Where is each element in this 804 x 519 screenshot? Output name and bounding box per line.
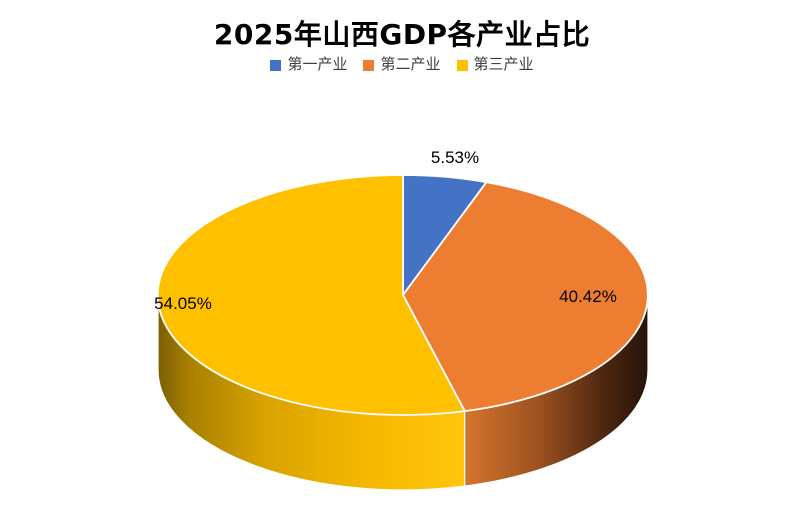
legend-label: 第一产业 (287, 57, 348, 73)
chart-title: 2025年山西GDP各产业占比 (213, 18, 591, 51)
data-label-tertiary-industry: 54.05% (154, 294, 212, 313)
legend-item-primary-industry: 第一产业 (270, 58, 347, 73)
legend-color-swatch (456, 60, 468, 71)
legend-color-swatch (363, 60, 375, 71)
legend-swatch-icon (270, 60, 282, 71)
pie-slice-tertiary-industry (156, 174, 466, 416)
chart-legend: 第一产业 第二产业 第三产业 (0, 58, 804, 73)
legend-swatch-icon (456, 60, 468, 71)
legend-color-swatch (270, 60, 282, 71)
data-label-primary-industry: 5.53% (431, 148, 479, 167)
legend-label: 第二产业 (380, 57, 441, 73)
legend-item-tertiary-industry: 第三产业 (456, 57, 534, 73)
legend-label: 第三产业 (473, 57, 534, 73)
legend-swatch-icon (363, 60, 375, 71)
legend-item-secondary-industry: 第二产业 (363, 57, 441, 73)
data-label-secondary-industry: 40.42% (559, 287, 617, 306)
pie-slice-secondary-industry (402, 181, 649, 412)
